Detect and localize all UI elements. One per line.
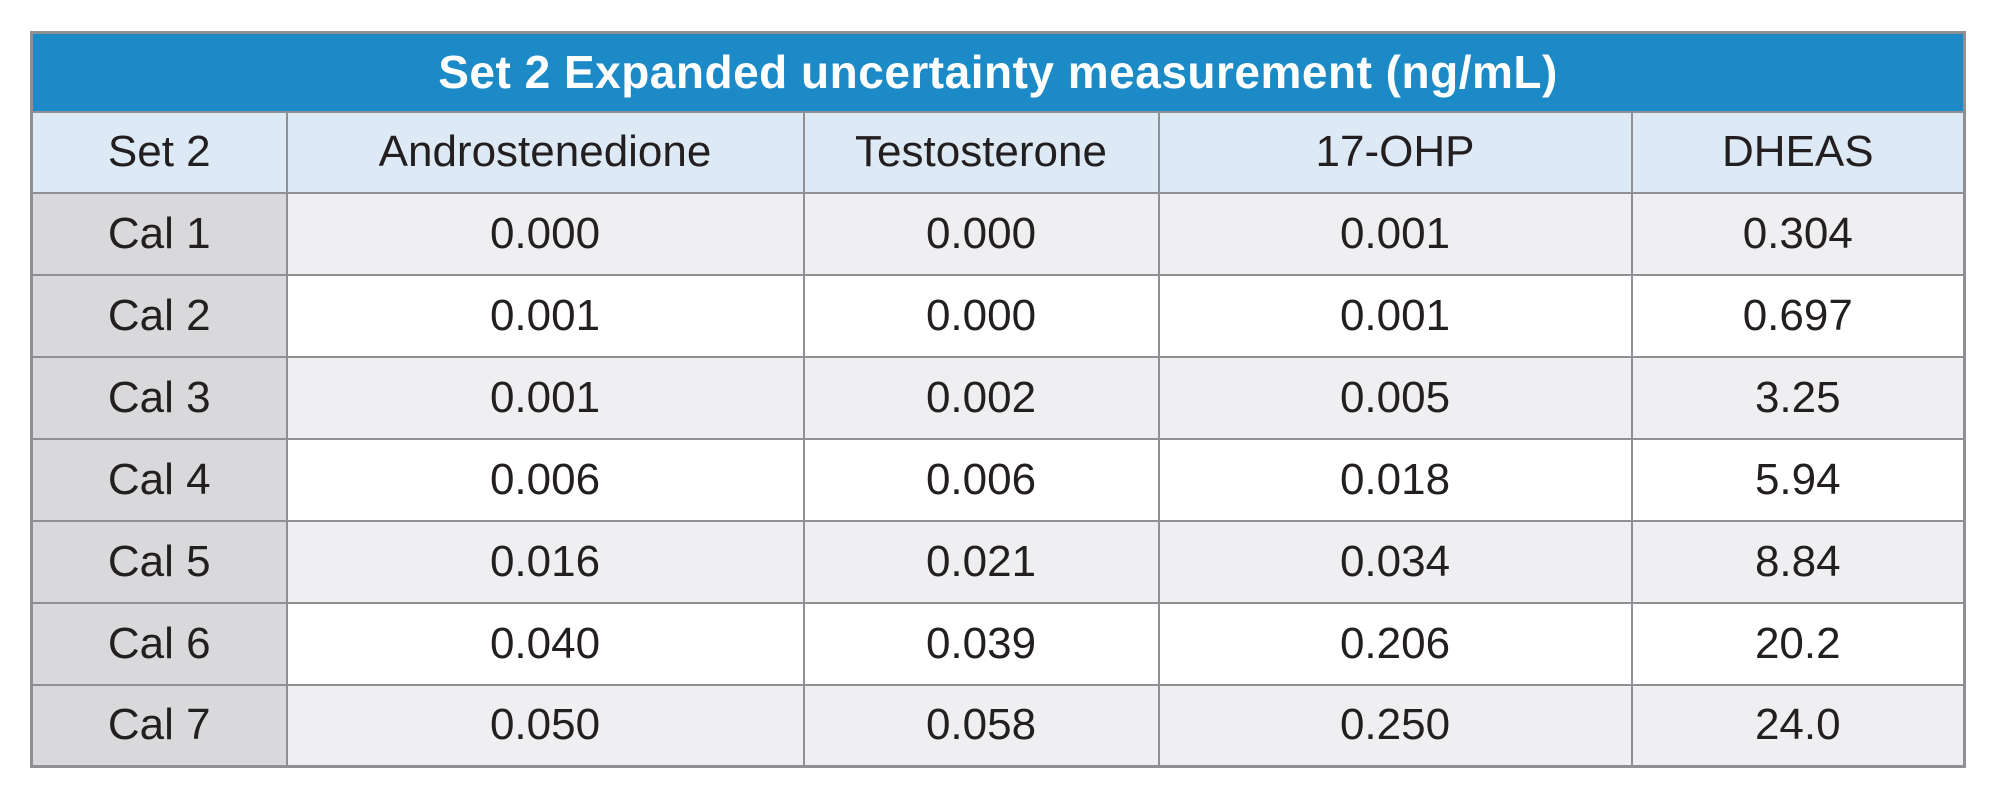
row-label: Cal 3 xyxy=(30,355,288,440)
column-header: Androstenedione xyxy=(285,110,805,194)
row-label: Cal 4 xyxy=(30,437,288,522)
data-cell: 0.001 xyxy=(1157,273,1633,358)
data-cell: 0.006 xyxy=(285,437,805,522)
data-cell: 0.001 xyxy=(1157,191,1633,276)
column-header: Testosterone xyxy=(802,110,1160,194)
row-label: Cal 5 xyxy=(30,519,288,604)
table-row: Cal 7 0.050 0.058 0.250 24.0 xyxy=(30,683,1966,768)
data-cell: 0.050 xyxy=(285,683,805,768)
title-row: Set 2 Expanded uncertainty measurement (… xyxy=(30,31,1966,113)
table-row: Cal 1 0.000 0.000 0.001 0.304 xyxy=(30,191,1966,276)
data-cell: 0.250 xyxy=(1157,683,1633,768)
uncertainty-table-container: Set 2 Expanded uncertainty measurement (… xyxy=(30,31,1967,768)
uncertainty-table: Set 2 Expanded uncertainty measurement (… xyxy=(30,31,1967,768)
column-header-row: Set 2 Androstenedione Testosterone 17-OHP DH… xyxy=(30,110,1966,194)
data-cell: 0.000 xyxy=(802,191,1160,276)
data-cell: 0.005 xyxy=(1157,355,1633,440)
table-row: Cal 2 0.001 0.000 0.001 0.697 xyxy=(30,273,1966,358)
data-cell: 0.040 xyxy=(285,601,805,686)
table-row: Cal 5 0.016 0.021 0.034 8.84 xyxy=(30,519,1966,604)
data-cell: 0.006 xyxy=(802,437,1160,522)
row-label: Cal 1 xyxy=(30,191,288,276)
row-label: Cal 2 xyxy=(30,273,288,358)
data-cell: 5.94 xyxy=(1630,437,1966,522)
data-cell: 0.002 xyxy=(802,355,1160,440)
data-cell: 0.058 xyxy=(802,683,1160,768)
data-cell: 0.697 xyxy=(1630,273,1966,358)
table-row: Cal 3 0.001 0.002 0.005 3.25 xyxy=(30,355,1966,440)
table-title: Set 2 Expanded uncertainty measurement (… xyxy=(30,31,1966,113)
column-header: DHEAS xyxy=(1630,110,1966,194)
data-cell: 0.001 xyxy=(285,273,805,358)
data-cell: 20.2 xyxy=(1630,601,1966,686)
data-cell: 0.034 xyxy=(1157,519,1633,604)
data-cell: 0.001 xyxy=(285,355,805,440)
data-cell: 0.018 xyxy=(1157,437,1633,522)
column-header: 17-OHP xyxy=(1157,110,1633,194)
row-label: Cal 7 xyxy=(30,683,288,768)
data-cell: 0.021 xyxy=(802,519,1160,604)
row-label: Cal 6 xyxy=(30,601,288,686)
data-cell: 0.039 xyxy=(802,601,1160,686)
table-row: Cal 4 0.006 0.006 0.018 5.94 xyxy=(30,437,1966,522)
data-cell: 0.206 xyxy=(1157,601,1633,686)
data-cell: 0.000 xyxy=(285,191,805,276)
table-body: Cal 1 0.000 0.000 0.001 0.304 Cal 2 0.001 0.000… xyxy=(30,191,1966,768)
data-cell: 0.016 xyxy=(285,519,805,604)
data-cell: 8.84 xyxy=(1630,519,1966,604)
data-cell: 0.000 xyxy=(802,273,1160,358)
column-header: Set 2 xyxy=(30,110,288,194)
data-cell: 3.25 xyxy=(1630,355,1966,440)
data-cell: 24.0 xyxy=(1630,683,1966,768)
data-cell: 0.304 xyxy=(1630,191,1966,276)
table-row: Cal 6 0.040 0.039 0.206 20.2 xyxy=(30,601,1966,686)
